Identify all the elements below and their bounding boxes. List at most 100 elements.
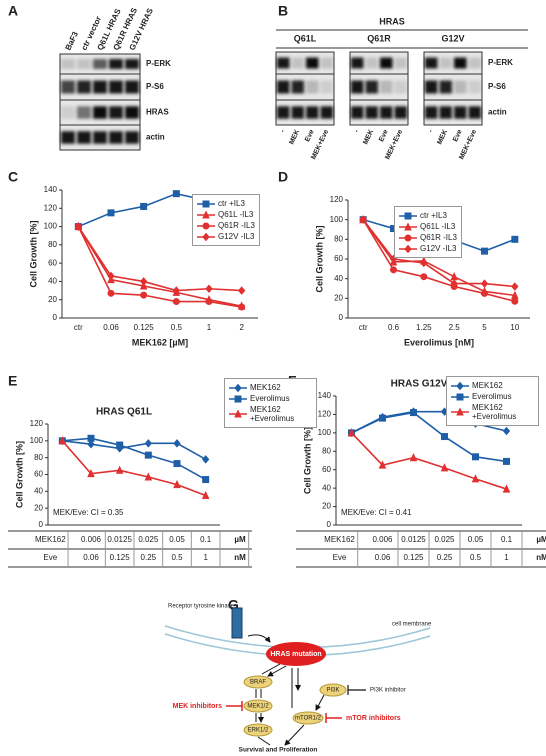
inhibitor-label: MEK inhibitors [173,703,222,710]
legend-swatch [197,200,215,207]
point [140,277,148,286]
blot-row-label: P-ERK [146,59,171,68]
table-cell: 0.05 [169,535,185,544]
legend-marker [202,222,210,229]
group-label: Q61L [294,33,317,43]
y-tick-label: 60 [34,470,43,479]
y-tick-label: 0 [339,313,344,322]
x-tick-label: 10 [510,323,519,332]
point [144,451,152,459]
line-chart: 0 20 40 60 80 100 120 Cell Growth [%] HRAS Q61L M… [8,407,252,568]
point [502,426,511,436]
annotation: MEK/Eve: CI = 0.41 [341,508,412,517]
point [144,439,152,448]
y-tick-label: 20 [34,503,43,512]
blot-row-label: HRAS [146,108,169,117]
band [125,80,139,94]
node-label: PI3K [326,688,339,694]
node-label: MEK1/2 [247,704,269,710]
node-label: HRAS mutation [270,651,321,658]
band [425,106,438,119]
table-cell: 0.06 [83,553,99,562]
legend-label: G12V -IL3 [420,244,457,253]
point [441,433,448,441]
point [502,484,511,493]
point [173,439,181,448]
band [93,106,107,119]
arrow [256,689,261,722]
point [87,439,95,449]
band [61,59,75,69]
legend-entry: ctr +IL3 [399,211,457,220]
lane-label: Eve [452,129,464,143]
table-cell: 0.5 [171,553,183,562]
band [365,106,378,119]
band [454,57,467,69]
group-label: Q61R [367,33,391,43]
point [173,479,181,489]
band [61,131,75,144]
y-tick-label: 40 [322,483,331,492]
legend-swatch [399,212,417,219]
legend-label: G12V -IL3 [218,232,255,241]
legend-entry: Everolimus [229,394,312,403]
mtor-node [292,711,324,725]
point [359,215,367,224]
series-line [62,437,207,481]
table-cell: 0.125 [403,553,424,562]
inhibition [325,713,342,723]
x-tick-label: 5 [482,323,487,332]
legend-entry: MEK162 [229,383,312,392]
point [205,298,213,306]
y-tick-label: 100 [44,222,58,231]
table-cell: 1 [504,553,509,562]
table-unit: µM [234,535,246,544]
legend-entry: MEK162 +Everolimus [451,403,534,421]
point [420,258,428,268]
y-tick-label: 100 [318,428,332,437]
x-tick-label: ctr [74,323,83,332]
band [291,80,304,94]
legend-label: Q61L -IL3 [420,222,456,231]
legend-entry: Everolimus [451,392,534,401]
pathway-diagram: Receptor tyrosine kinases cell membrane … [164,604,432,754]
band [351,106,364,119]
y-axis-label: Cell Growth [%] [302,427,312,494]
point [440,463,449,472]
inhibition [226,701,243,711]
table-cell: 0.1 [200,535,212,544]
series-line [77,226,242,292]
series-line [362,219,516,303]
node-label: mTOR1/2 [295,716,322,722]
legend-entry: Q61R -IL3 [197,221,255,230]
band [77,131,91,144]
y-tick-label: 60 [48,258,57,267]
legend-swatch [197,222,215,229]
y-tick-label: 40 [48,277,57,286]
y-tick-label: 0 [327,520,332,529]
point [116,441,124,449]
legend-swatch [399,222,417,230]
band [306,57,319,69]
band [109,59,123,69]
legend-swatch [399,234,417,241]
band [394,80,407,94]
lane-label: - [279,128,287,134]
legend-entry: Q61L -IL3 [399,222,457,231]
band [439,106,452,119]
x-axis-label: Everolimus [nM] [404,337,474,347]
y-tick-label: 80 [34,453,43,462]
y-tick-label: 100 [330,215,344,224]
blot-header: HRAS [379,16,405,26]
y-tick-label: 0 [53,313,58,322]
table-row-label: MEK162 [324,535,355,544]
lane-label: Eve [378,129,390,143]
band [277,80,290,94]
y-tick-label: 60 [334,254,343,263]
group-label: G12V [441,33,464,43]
x-tick-label: 0.5 [171,323,183,332]
y-tick-label: 0 [39,520,44,529]
inhibitor-label: mTOR inhibitors [346,715,401,722]
